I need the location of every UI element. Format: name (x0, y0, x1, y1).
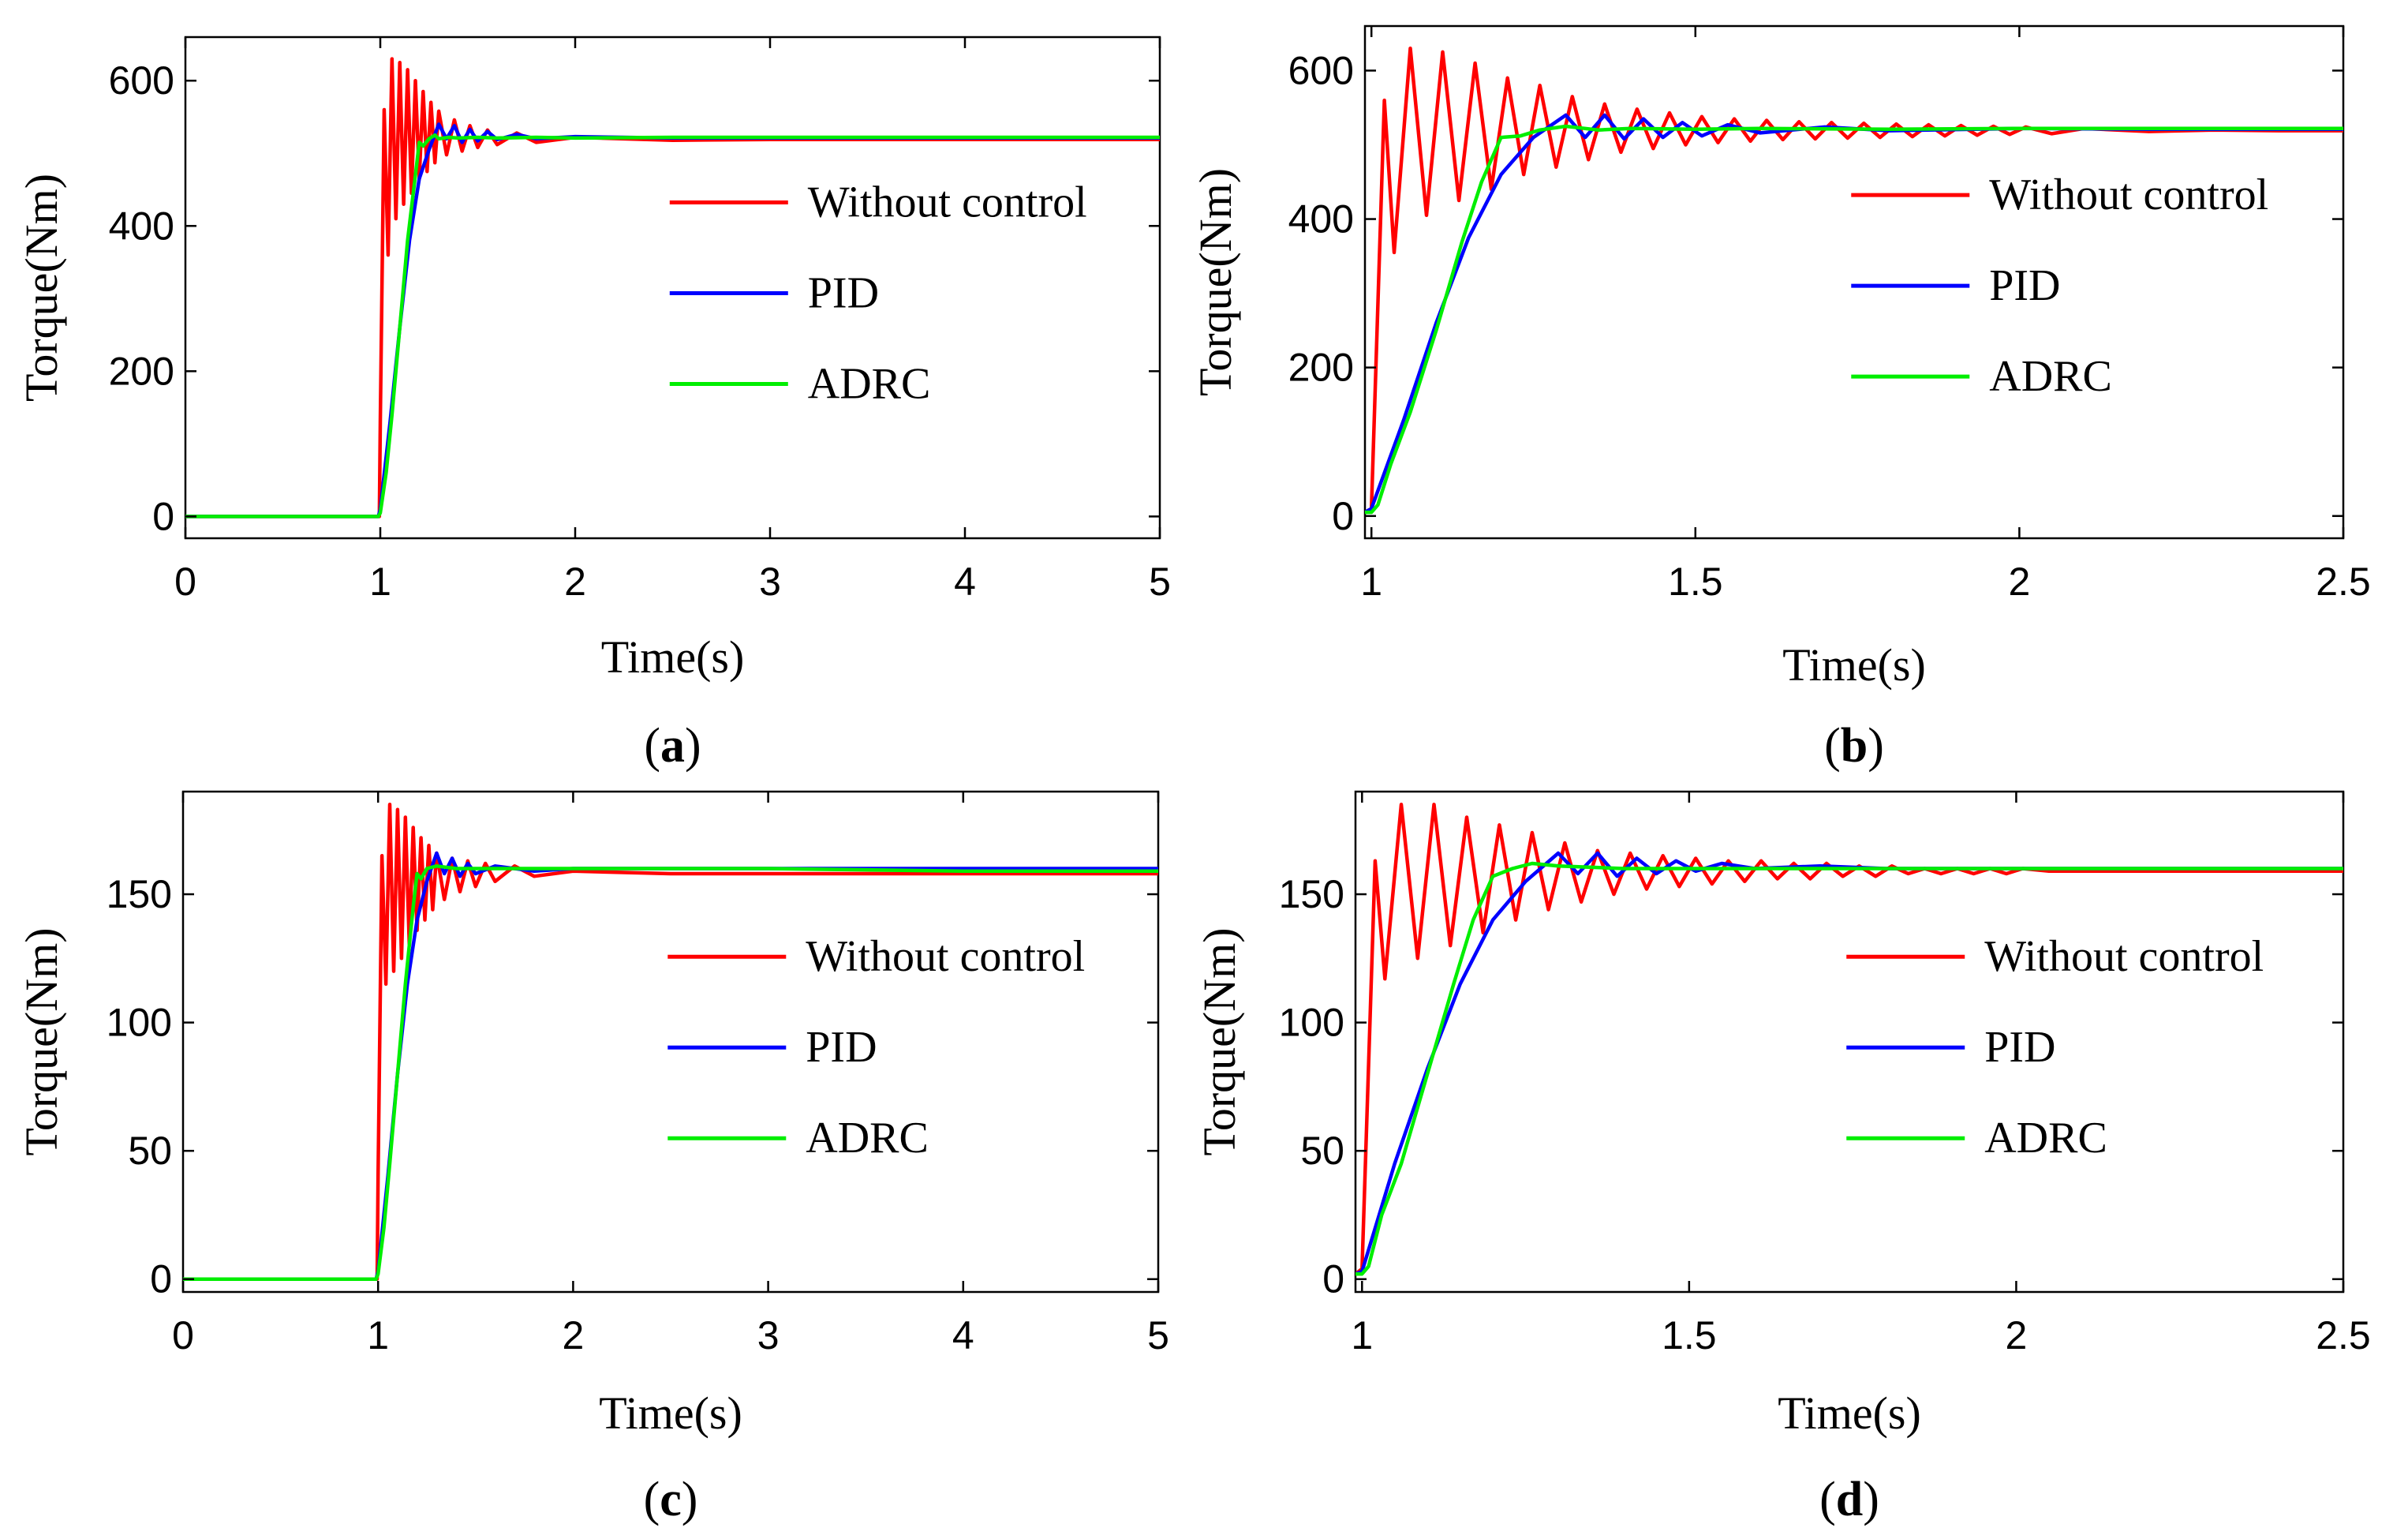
legend-label: PID (808, 269, 879, 318)
x-tick-label: 3 (759, 560, 781, 604)
plot-frame (184, 36, 1161, 540)
plot-frame (1354, 790, 2345, 1294)
y-tick-label: 200 (109, 349, 174, 393)
x-tick-label: 1 (367, 1313, 389, 1357)
legend-label: PID (806, 1023, 877, 1072)
legend-label: Without control (808, 178, 1087, 227)
x-tick-label: 0 (174, 560, 196, 604)
y-axis-label: Torque(Nm) (1190, 168, 1241, 396)
y-tick-label: 600 (1288, 48, 1354, 92)
y-axis-label: Torque(Nm) (16, 174, 67, 402)
x-tick-label: 1 (1351, 1313, 1373, 1357)
y-tick-label: 400 (1288, 197, 1354, 242)
y-axis-label: Torque(Nm) (16, 927, 67, 1155)
legend-label: Without control (1989, 170, 2268, 219)
y-tick-label: 100 (107, 1001, 172, 1045)
x-tick-label: 2 (562, 1313, 584, 1357)
x-tick-label: 1 (1360, 560, 1382, 604)
y-tick-label: 50 (128, 1129, 172, 1173)
x-tick-label: 1 (369, 560, 391, 604)
legend-label: ADRC (808, 360, 931, 409)
x-tick-label: 4 (954, 560, 976, 604)
y-tick-label: 0 (1332, 494, 1354, 538)
panel-a: 0 1 2 3 4 5 0 200 400 600 Time(s) Torque(Nm) Without… (16, 36, 1171, 773)
legend-label: Without control (1984, 932, 2264, 981)
x-tick-label: 2 (2008, 560, 2030, 604)
x-axis-label: Time(s) (599, 1387, 742, 1439)
y-tick-label: 100 (1279, 1001, 1344, 1045)
legend: Without control PID ADRC (1846, 932, 2264, 1163)
x-tick-label: 2 (2006, 1313, 2028, 1357)
y-tick-label: 0 (1322, 1257, 1344, 1301)
plot-frame (181, 790, 1160, 1294)
y-tick-label: 200 (1288, 346, 1354, 390)
y-tick-label: 600 (109, 58, 174, 103)
series-line-adrc (183, 864, 1158, 1281)
legend-label: Without control (806, 932, 1085, 981)
series-line-adrc (1355, 861, 2343, 1276)
panel-caption: (b) (1824, 719, 1884, 773)
series-line-adrc (1365, 124, 2343, 515)
panel-d: 1 1.5 2 2.5 0 50 100 150 Time(s) Torque(Nm) Withou… (1194, 790, 2371, 1526)
legend-label: ADRC (1989, 352, 2112, 401)
panel-caption: (a) (644, 719, 701, 773)
y-tick-label: 150 (1279, 872, 1344, 916)
x-axis-label: Time(s) (1782, 639, 1926, 691)
y-tick-label: 400 (109, 204, 174, 248)
legend: Without control PID ADRC (669, 178, 1087, 409)
y-tick-label: 0 (150, 1257, 172, 1301)
panel-caption: (d) (1819, 1473, 1879, 1526)
y-axis-label: Torque(Nm) (1194, 927, 1245, 1155)
x-tick-label: 2.5 (2316, 1313, 2371, 1357)
y-tick-label: 0 (152, 494, 174, 538)
legend-label: ADRC (806, 1114, 929, 1163)
series-group (185, 57, 1160, 519)
panel-b: 1 1.5 2 2.5 0 200 400 600 Time(s) Torque(Nm) Witho… (1190, 24, 2371, 773)
series-line-without-control (183, 803, 1158, 1281)
legend-label: PID (1984, 1023, 2055, 1072)
x-tick-label: 1.5 (1668, 560, 1723, 604)
x-tick-label: 3 (757, 1313, 780, 1357)
x-axis-label: Time(s) (1778, 1387, 1921, 1439)
plot-frame (1363, 24, 2345, 540)
legend: Without control PID ADRC (667, 932, 1085, 1163)
y-tick-label: 50 (1300, 1129, 1344, 1173)
x-axis-label: Time(s) (601, 631, 745, 683)
x-tick-label: 2 (564, 560, 586, 604)
legend-label: ADRC (1984, 1114, 2107, 1163)
x-tick-label: 5 (1149, 560, 1171, 604)
series-group (183, 803, 1158, 1281)
series-line-adrc (185, 133, 1160, 519)
series-group (1355, 803, 2343, 1276)
legend: Without control PID ADRC (1851, 170, 2268, 401)
series-line-without-control (185, 57, 1160, 519)
x-tick-label: 0 (172, 1313, 194, 1357)
legend-label: PID (1989, 261, 2060, 310)
x-tick-label: 2.5 (2316, 560, 2371, 604)
panel-caption: (c) (644, 1473, 698, 1526)
y-tick-label: 150 (107, 872, 172, 916)
x-tick-label: 1.5 (1662, 1313, 1717, 1357)
x-tick-label: 5 (1147, 1313, 1169, 1357)
series-line-without-control (1365, 46, 2343, 515)
x-tick-label: 4 (952, 1313, 974, 1357)
series-group (1365, 46, 2343, 515)
